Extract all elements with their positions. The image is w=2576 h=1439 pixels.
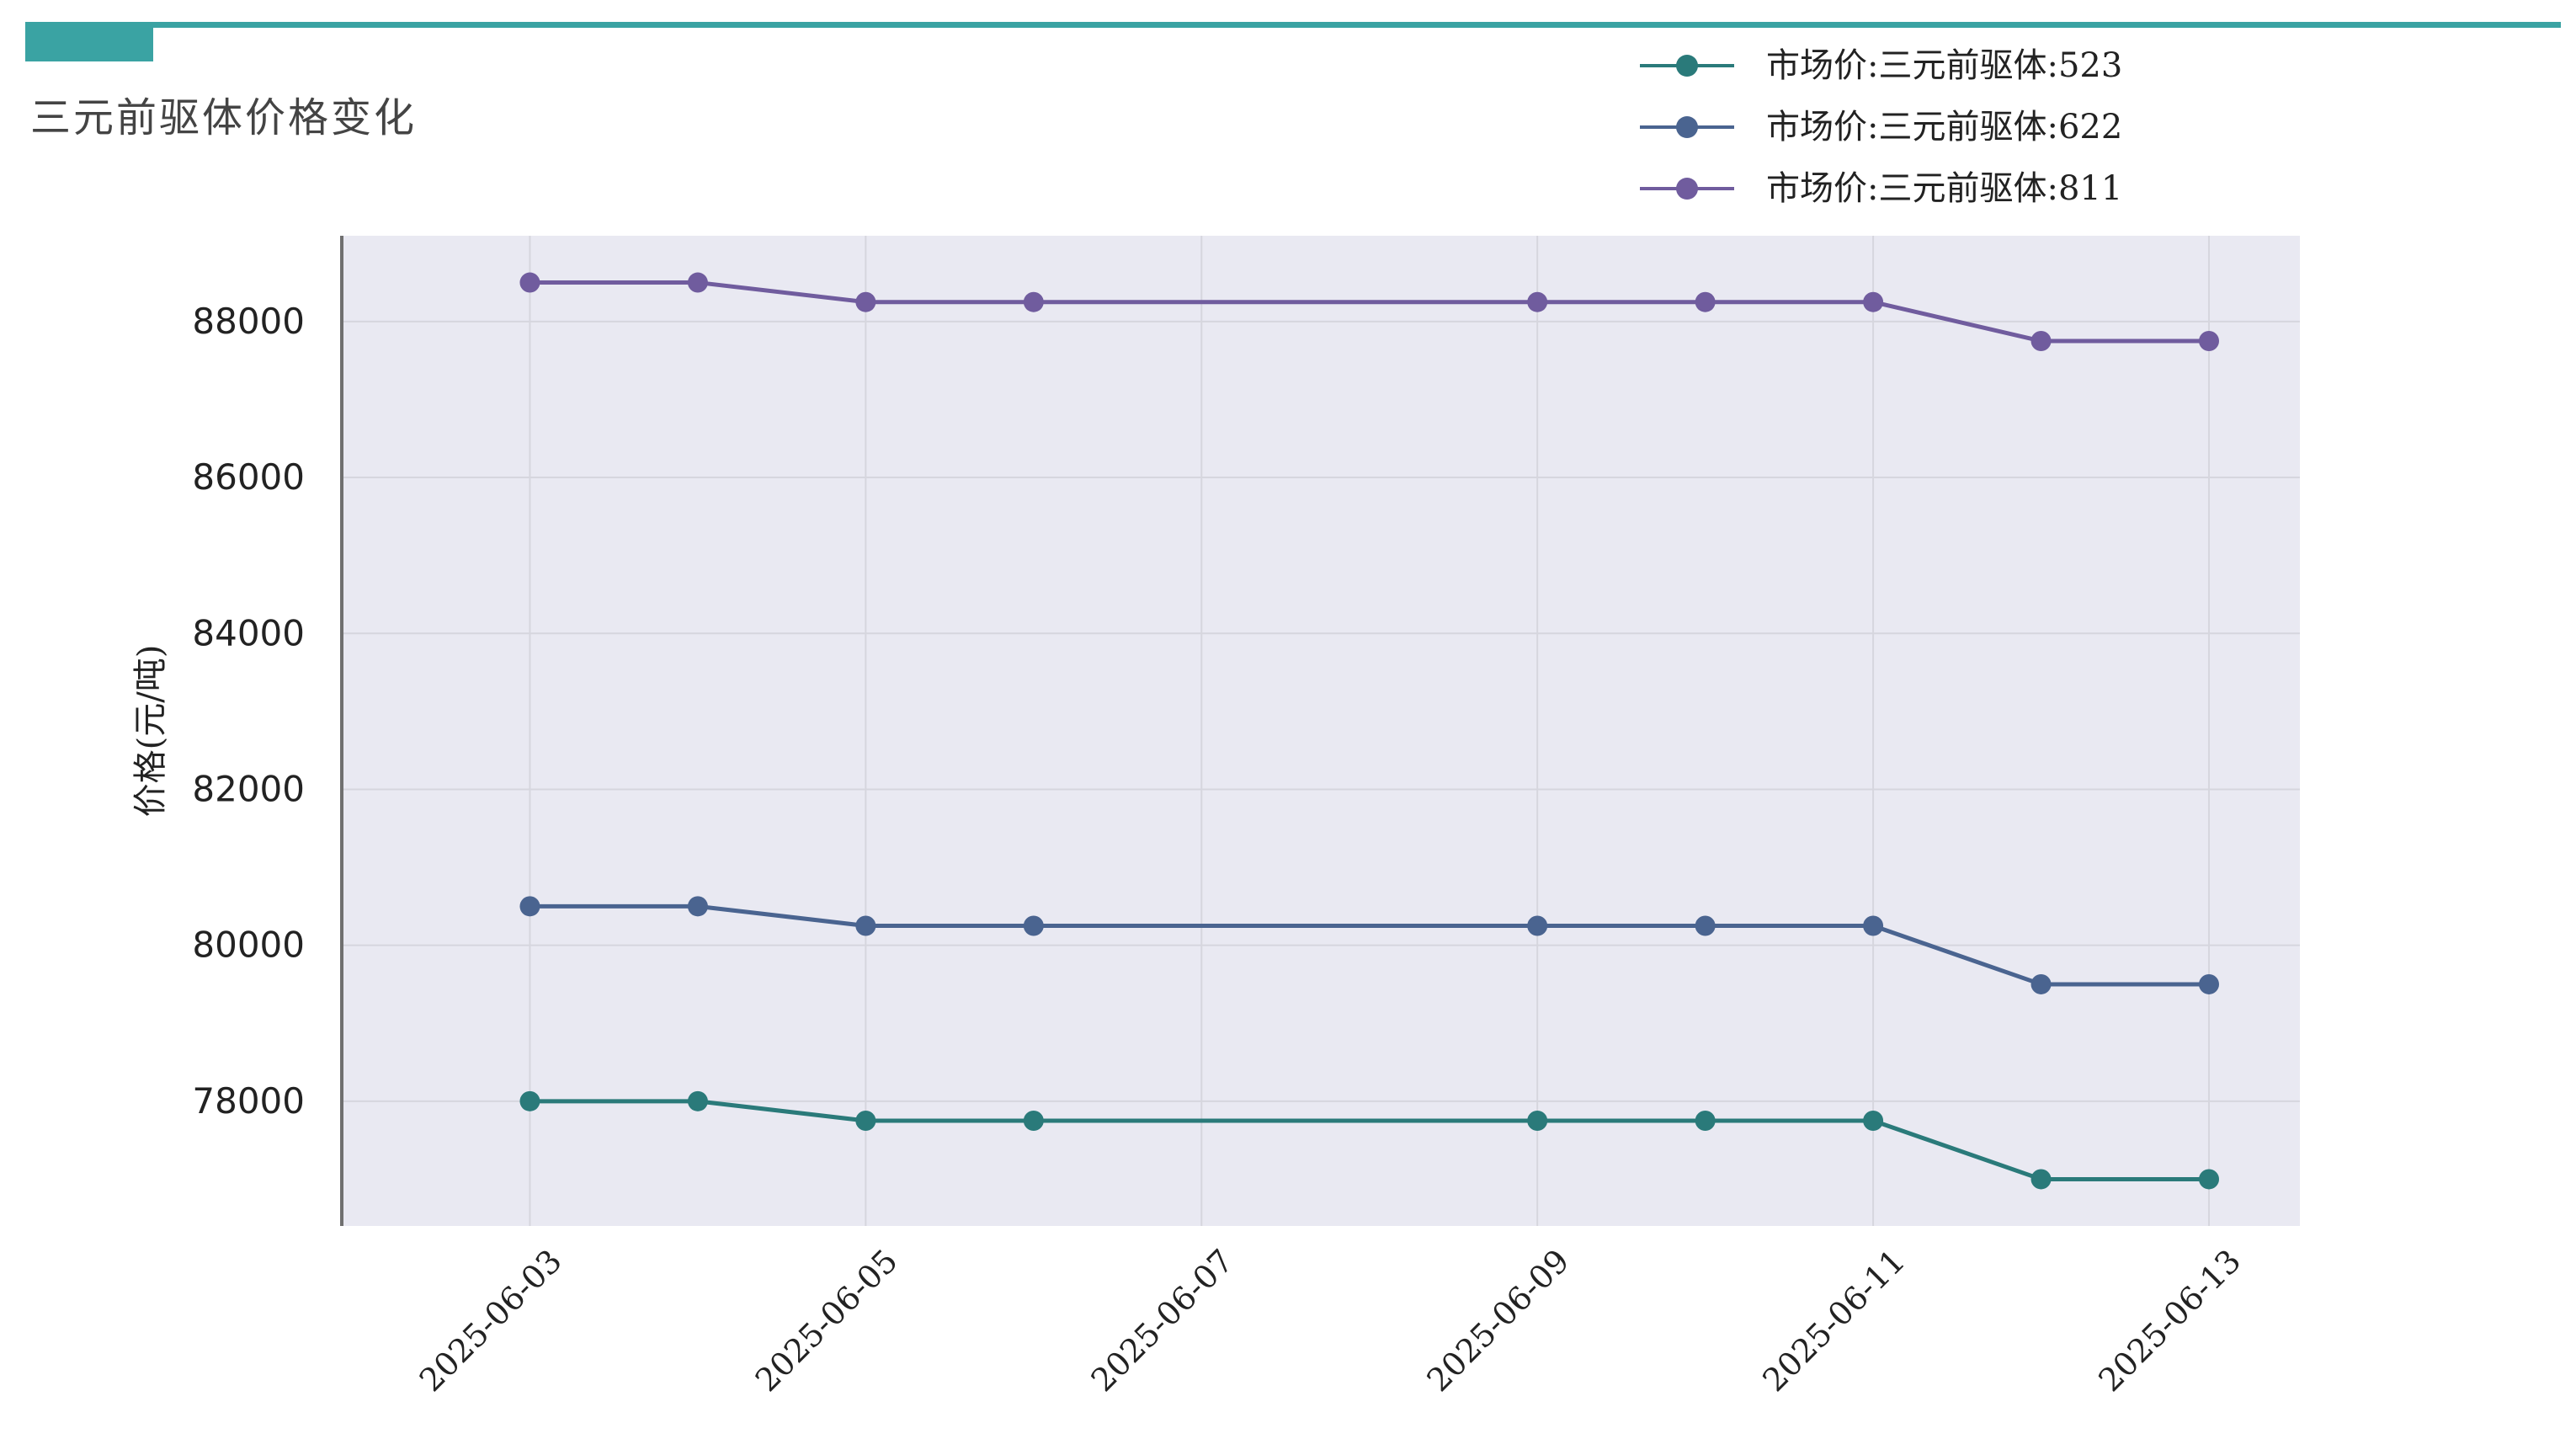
header-accent-tab	[25, 22, 153, 61]
data-point	[2199, 1169, 2219, 1190]
legend-marker-622	[1676, 116, 1698, 138]
x-tick-label: 2025-06-09	[1420, 1242, 1577, 1399]
data-point	[519, 896, 540, 917]
data-point	[2199, 973, 2219, 994]
legend-swatch-811	[1640, 178, 1734, 200]
series-line-group	[519, 272, 2219, 352]
data-point	[855, 291, 876, 312]
data-point	[1023, 291, 1044, 312]
data-point	[2030, 331, 2052, 352]
x-tick-label: 2025-06-05	[748, 1242, 905, 1399]
data-point	[2030, 973, 2052, 994]
y-axis-title: 价格(元/吨)	[131, 645, 170, 818]
x-tick-label: 2025-06-03	[412, 1242, 569, 1399]
y-tick-label: 82000	[192, 768, 305, 809]
grid-lines	[342, 236, 2300, 1226]
data-point	[1863, 915, 1884, 936]
legend-label: 市场价:三元前驱体:622	[1766, 108, 2123, 147]
data-point	[2030, 1169, 2052, 1190]
data-point	[519, 272, 540, 293]
legend-swatch-523	[1640, 55, 1734, 77]
plot-area	[342, 236, 2300, 1226]
data-point	[1023, 915, 1044, 936]
y-tick-label: 78000	[192, 1080, 305, 1122]
y-tick-label: 86000	[192, 456, 305, 498]
data-point	[855, 915, 876, 936]
data-point	[2199, 331, 2219, 352]
page-title: 三元前驱体价格变化	[30, 94, 418, 141]
y-tick-label: 84000	[192, 612, 305, 653]
data-point	[1023, 1110, 1044, 1131]
legend-label: 市场价:三元前驱体:523	[1766, 46, 2123, 85]
legend-marker-811	[1676, 178, 1698, 200]
header-accent-line	[25, 22, 2561, 28]
data-point	[1695, 915, 1716, 936]
y-tick-label: 88000	[192, 301, 305, 342]
x-tick-label: 2025-06-07	[1084, 1242, 1241, 1399]
plot-background	[342, 236, 2300, 1226]
data-point	[1863, 1110, 1884, 1131]
legend-marker-523	[1676, 55, 1698, 77]
x-tick-label: 2025-06-11	[1755, 1242, 1912, 1399]
legend-swatch-622	[1640, 116, 1734, 138]
data-point	[855, 1110, 876, 1131]
y-tick-label: 80000	[192, 925, 305, 966]
x-tick-label: 2025-06-13	[2091, 1242, 2248, 1399]
series-layer	[519, 272, 2219, 1190]
legend-label: 市场价:三元前驱体:811	[1766, 169, 2123, 208]
data-point	[1527, 915, 1548, 936]
data-point	[687, 896, 708, 917]
data-point	[1527, 1110, 1548, 1131]
data-point	[687, 1090, 708, 1111]
series-line-group	[519, 1090, 2219, 1190]
data-point	[1863, 291, 1884, 312]
data-point	[519, 1090, 540, 1111]
data-point	[1527, 291, 1548, 312]
series-line-group	[519, 896, 2219, 994]
data-point	[687, 272, 708, 293]
data-point	[1695, 1110, 1716, 1131]
data-point	[1695, 291, 1716, 312]
